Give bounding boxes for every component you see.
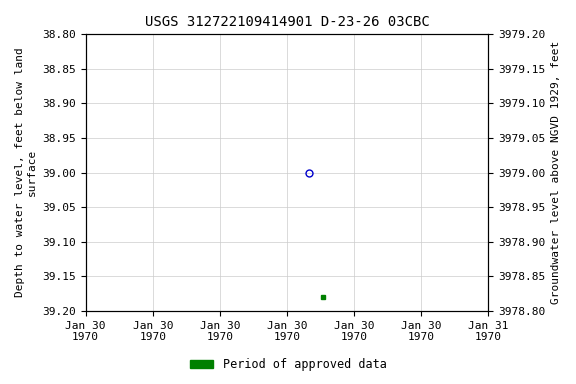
Legend: Period of approved data: Period of approved data <box>185 354 391 376</box>
Y-axis label: Depth to water level, feet below land
surface: Depth to water level, feet below land su… <box>15 48 37 298</box>
Y-axis label: Groundwater level above NGVD 1929, feet: Groundwater level above NGVD 1929, feet <box>551 41 561 304</box>
Title: USGS 312722109414901 D-23-26 03CBC: USGS 312722109414901 D-23-26 03CBC <box>145 15 430 29</box>
